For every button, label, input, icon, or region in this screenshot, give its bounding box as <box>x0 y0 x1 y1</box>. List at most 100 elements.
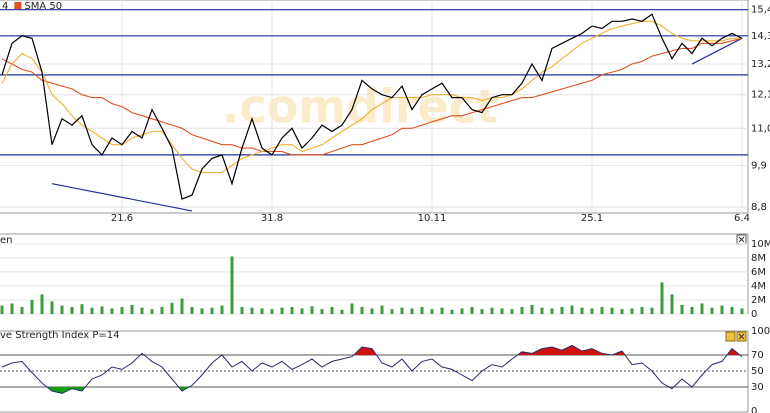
volume-bar <box>10 303 14 314</box>
volume-bar <box>640 306 644 314</box>
y-tick-label: 2M <box>751 295 766 306</box>
price-panel <box>0 0 749 214</box>
volume-bar <box>440 307 444 314</box>
y-tick-label: 0 <box>751 309 757 320</box>
volume-bar <box>550 308 554 314</box>
volume-bar <box>710 307 714 314</box>
volume-bar <box>370 308 374 314</box>
volume-bar <box>120 306 124 314</box>
volume-bar <box>410 308 414 314</box>
y-tick-label: 30 <box>751 382 764 393</box>
close-volume[interactable] <box>736 234 747 245</box>
volume-bar <box>430 309 434 314</box>
volume-bar <box>700 303 704 314</box>
y-tick-label: 9,9 <box>751 160 767 171</box>
volume-bar <box>180 298 184 314</box>
y-tick-label: 70 <box>751 350 764 361</box>
series-line <box>1 20 742 174</box>
volume-bar <box>540 307 544 314</box>
volume-bar <box>360 306 364 314</box>
volume-bar <box>290 306 294 314</box>
volume-bar <box>70 306 74 314</box>
volume-bar <box>240 306 244 314</box>
y-tick-label: 0 <box>751 406 757 413</box>
volume-bar <box>350 303 354 314</box>
volume-bar <box>100 306 104 314</box>
volume-bar <box>330 306 334 314</box>
volume-bar <box>510 309 514 314</box>
x-tick-label: 21.6 <box>111 213 133 224</box>
x-tick-label: 10.11 <box>418 213 447 224</box>
y-tick-label: 4M <box>751 281 766 292</box>
volume-bar <box>130 304 134 314</box>
volume-bar <box>110 308 114 314</box>
volume-bar <box>460 308 464 314</box>
oversold-fill <box>2 387 742 394</box>
legend-swatch <box>14 2 22 9</box>
volume-bar <box>530 304 534 314</box>
volume-bar <box>280 307 284 314</box>
y-tick-label: 10M <box>751 239 770 250</box>
volume-bar <box>170 302 174 314</box>
volume-bar <box>340 309 344 314</box>
volume-bar <box>600 306 604 314</box>
legend-label: SMA 50 <box>24 1 62 12</box>
volume-bar <box>480 309 484 314</box>
volume-bar <box>150 309 154 314</box>
series-line <box>1 13 743 200</box>
volume-bar <box>420 306 424 314</box>
volume-bar <box>590 308 594 314</box>
panel-title: en <box>0 235 13 246</box>
overbought-fill <box>2 345 742 355</box>
close-rsi[interactable] <box>736 331 747 342</box>
volume-bar <box>470 306 474 314</box>
volume-bar <box>570 305 574 314</box>
volume-bar <box>30 299 34 314</box>
y-tick-label: 12,1 <box>751 90 770 101</box>
y-tick-label: 11,0 <box>751 123 770 134</box>
volume-bar <box>260 308 264 314</box>
volume-bar <box>400 307 404 314</box>
volume-bar <box>450 309 454 314</box>
volume-bar <box>740 308 744 314</box>
volume-bar <box>140 307 144 314</box>
volume-bar <box>270 309 274 314</box>
volume-bar <box>320 309 324 314</box>
series-line <box>1 37 743 156</box>
trend-line <box>51 183 193 212</box>
volume-bar <box>200 308 204 314</box>
settings-rsi[interactable] <box>725 331 736 342</box>
volume-bar <box>310 306 314 314</box>
volume-bar <box>190 306 194 314</box>
volume-bar <box>630 308 634 314</box>
volume-bar <box>160 306 164 314</box>
y-tick-label: 13,2 <box>751 59 770 70</box>
y-tick-label: 100 <box>751 326 770 337</box>
volume-bar <box>220 305 224 314</box>
volume-bar <box>610 307 614 314</box>
volume-bar <box>520 306 524 314</box>
volume-bar <box>680 304 684 314</box>
volume-bar <box>720 305 724 314</box>
volume-bar <box>20 306 24 314</box>
x-tick-label: 31.8 <box>261 213 283 224</box>
watermark: .comdirect <box>222 80 498 134</box>
volume-panel <box>0 233 749 315</box>
y-tick-label: 15,4 <box>751 5 770 16</box>
volume-bar <box>0 305 4 314</box>
volume-bar <box>390 309 394 314</box>
volume-bar <box>300 308 304 314</box>
volume-bar <box>90 307 94 314</box>
y-tick-label: 8,8 <box>751 202 767 213</box>
y-tick-label: 6M <box>751 267 766 278</box>
rsi-line <box>1 344 743 394</box>
volume-bar <box>250 307 254 314</box>
volume-bar <box>490 307 494 314</box>
trend-line <box>691 37 743 65</box>
x-tick-label: 25.1 <box>581 213 603 224</box>
volume-bar <box>660 282 664 314</box>
volume-bar <box>230 256 234 314</box>
x-tick-label: 6.4 <box>734 213 750 224</box>
legend-label: 4 <box>2 1 8 12</box>
y-tick-label: 8M <box>751 253 766 264</box>
